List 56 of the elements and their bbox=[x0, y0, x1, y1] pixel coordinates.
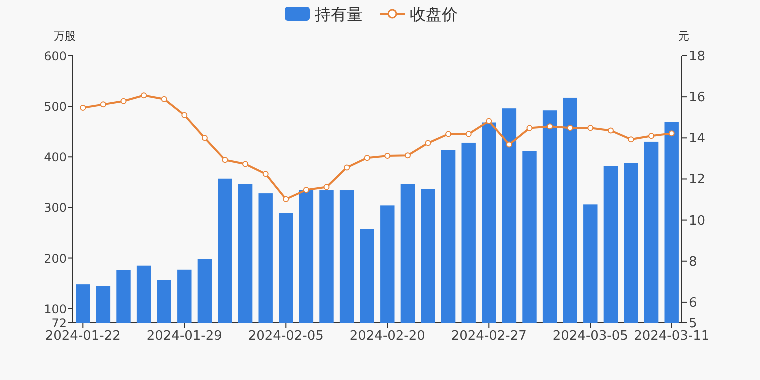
legend-label: 持有量 bbox=[315, 5, 363, 24]
point bbox=[182, 112, 188, 118]
point bbox=[100, 102, 106, 108]
point bbox=[262, 171, 269, 178]
point bbox=[608, 128, 614, 134]
x-tick-label: 2024-02-27 bbox=[451, 329, 527, 344]
y2-tick-label: 18 bbox=[689, 50, 706, 64]
y2-axis-title: 元 bbox=[678, 30, 690, 43]
x-tick-label: 2024-01-29 bbox=[146, 329, 222, 344]
point bbox=[161, 96, 168, 102]
y2-tick-label: 5 bbox=[689, 316, 698, 332]
y2-tick-label: 16 bbox=[689, 90, 706, 106]
y2-tick-label: 8 bbox=[689, 254, 698, 270]
x-tick-label: 2024-03-11 bbox=[634, 329, 710, 344]
point bbox=[364, 155, 370, 162]
y-tick-label: 400 bbox=[44, 150, 67, 165]
point bbox=[324, 184, 330, 190]
y2-tick-label: 6 bbox=[689, 296, 698, 311]
y2-tick-label: 14 bbox=[689, 132, 706, 147]
point bbox=[80, 104, 86, 111]
point bbox=[588, 125, 594, 132]
point bbox=[526, 125, 533, 132]
y-tick-label: 72 bbox=[52, 316, 67, 330]
point bbox=[303, 187, 310, 194]
legend-label: 收盘价 bbox=[410, 5, 458, 24]
y-tick-label: 300 bbox=[44, 201, 67, 216]
point bbox=[668, 130, 675, 137]
y2-tick-label: 12 bbox=[689, 172, 706, 188]
point bbox=[425, 140, 432, 146]
point bbox=[344, 164, 350, 171]
point bbox=[242, 161, 249, 168]
point bbox=[141, 92, 148, 99]
y-tick-label: 200 bbox=[44, 252, 67, 266]
x-tick-label: 2024-02-05 bbox=[248, 329, 324, 344]
y-axis-title: 万股 bbox=[54, 30, 76, 43]
y-tick-label: 100 bbox=[44, 302, 67, 316]
point bbox=[547, 124, 554, 130]
point bbox=[446, 131, 452, 138]
point bbox=[648, 133, 655, 140]
point bbox=[283, 196, 290, 202]
point bbox=[202, 135, 208, 142]
x-tick-label: 2024-01-22 bbox=[45, 329, 121, 344]
point bbox=[486, 118, 492, 124]
y-tick-label: 600 bbox=[44, 50, 67, 64]
point bbox=[628, 136, 634, 143]
x-tick-label: 2024-02-20 bbox=[350, 329, 426, 344]
point bbox=[222, 157, 228, 164]
point bbox=[384, 153, 391, 160]
point bbox=[120, 98, 127, 104]
point bbox=[466, 131, 472, 138]
x-tick-label: 2024-03-05 bbox=[552, 329, 628, 344]
point bbox=[506, 142, 512, 148]
y-tick-label: 500 bbox=[44, 100, 67, 114]
y2-tick-label: 10 bbox=[689, 214, 706, 229]
point bbox=[404, 152, 411, 159]
point bbox=[567, 125, 574, 132]
